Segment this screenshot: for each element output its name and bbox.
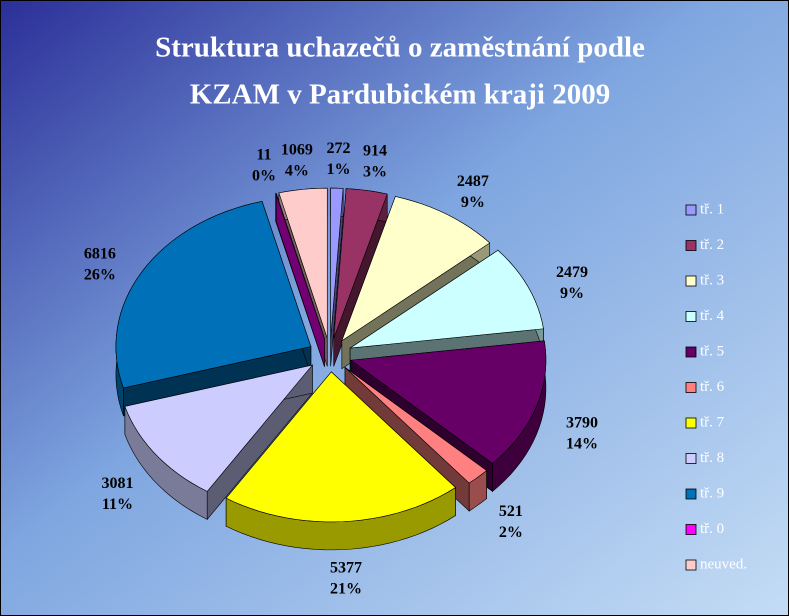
- data-label: 9%: [461, 194, 485, 211]
- data-label: 5377: [330, 559, 362, 576]
- legend-swatch: [685, 275, 697, 287]
- data-label: 914: [363, 143, 387, 160]
- slice: [278, 187, 328, 339]
- data-label: 4%: [285, 162, 309, 179]
- legend-swatch: [685, 346, 697, 358]
- legend-swatch: [685, 488, 697, 500]
- data-label: 0%: [252, 167, 276, 184]
- data-label: 9%: [560, 285, 584, 302]
- data-label: 2487: [457, 173, 489, 190]
- data-label: 3%: [363, 164, 387, 181]
- slice: [344, 367, 488, 484]
- legend-swatch: [685, 559, 697, 571]
- legend-swatch: [685, 453, 697, 464]
- legend-swatch: [685, 311, 697, 322]
- legend-label: tř. 5: [700, 343, 724, 359]
- legend-label: tř. 9: [700, 485, 724, 501]
- legend-label: tř. 7: [700, 414, 725, 430]
- legend-swatch: [685, 524, 697, 535]
- slice: [275, 192, 325, 339]
- slice: [333, 188, 388, 339]
- legend-label: tř. 4: [700, 308, 725, 324]
- data-label: 3081: [101, 475, 133, 492]
- slice: [124, 364, 314, 492]
- legend-label: tř. 2: [700, 237, 724, 253]
- legend-label: tř. 0: [700, 521, 724, 537]
- slice: [225, 371, 456, 523]
- legend-swatch: [685, 382, 697, 393]
- data-label: 6816: [84, 245, 116, 262]
- legend-label: tř. 8: [700, 450, 724, 466]
- data-label: 3790: [566, 415, 598, 432]
- legend-label: tř. 6: [700, 379, 725, 395]
- legend-label: neuved.: [700, 556, 747, 572]
- legend-swatch: [685, 417, 697, 429]
- legend-swatch: [685, 240, 697, 251]
- data-label: 521: [499, 503, 523, 520]
- data-label: 14%: [566, 436, 598, 453]
- chart-title: KZAM v Pardubickém kraji 2009: [190, 79, 611, 111]
- legend-label: tř. 1: [700, 201, 724, 217]
- data-label: 11%: [102, 496, 133, 513]
- data-label: 2479: [556, 264, 588, 281]
- data-label: 1069: [281, 141, 313, 158]
- slice: [115, 201, 312, 389]
- slice: [330, 187, 344, 339]
- slice: [349, 249, 544, 349]
- slice: [341, 196, 491, 342]
- data-label: 26%: [84, 266, 116, 283]
- legend-label: tř. 3: [700, 272, 724, 288]
- data-label: 272: [326, 140, 350, 157]
- slice: [350, 340, 547, 464]
- data-label: 11: [256, 146, 271, 163]
- data-label: 21%: [330, 580, 362, 597]
- legend-swatch: [685, 204, 697, 216]
- data-label: 1%: [326, 161, 350, 178]
- data-label: 2%: [499, 524, 523, 541]
- chart-title: Struktura uchazečů o zaměstnání podle: [155, 32, 645, 64]
